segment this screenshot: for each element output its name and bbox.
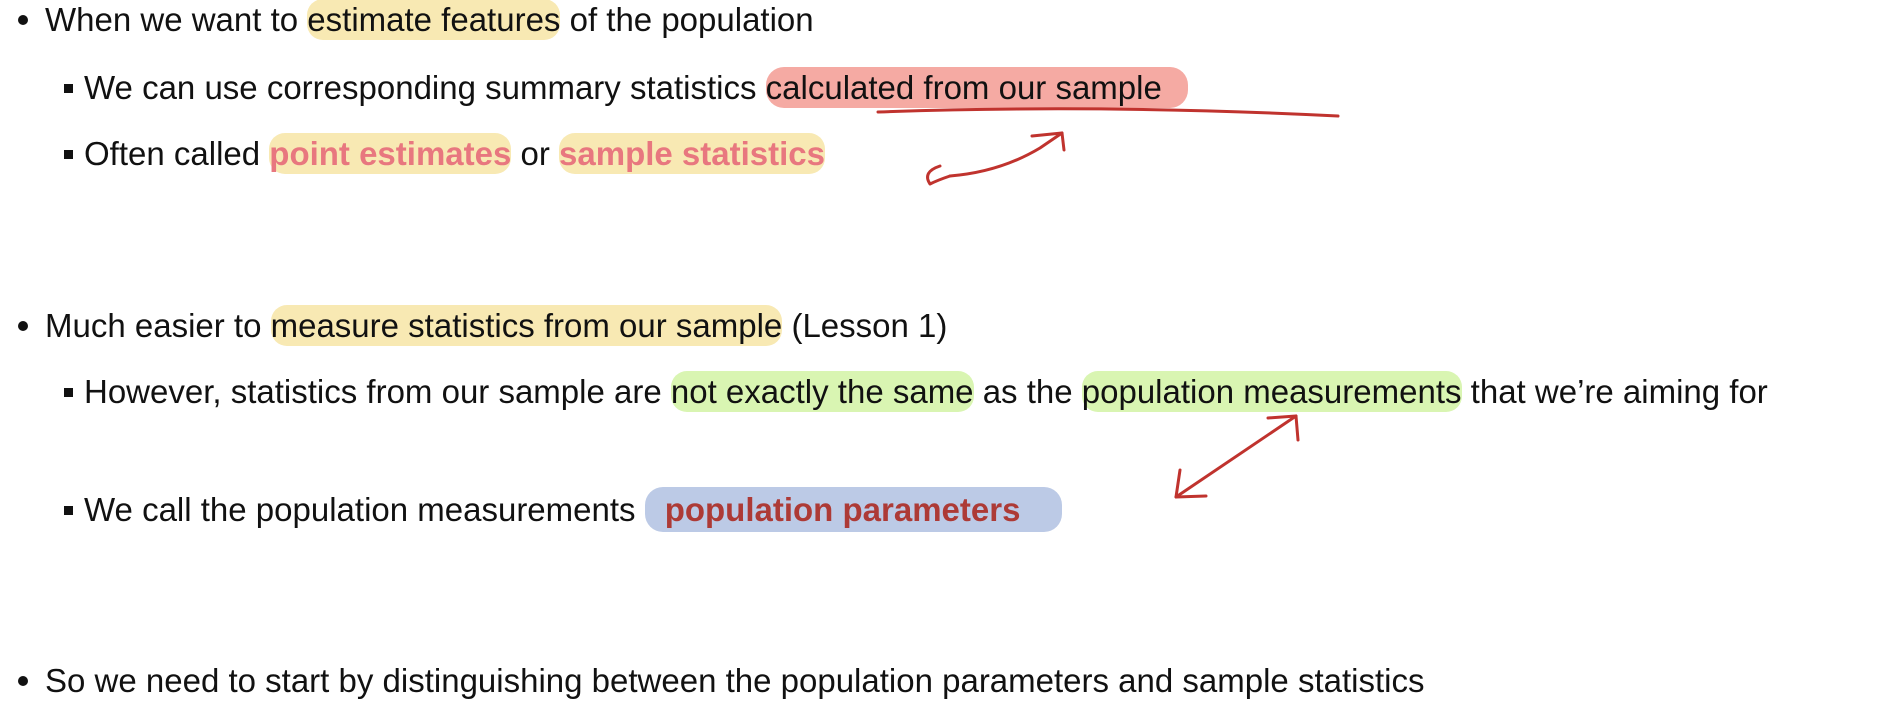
arrowhead [1266, 414, 1300, 442]
text: Much easier to [45, 307, 271, 344]
text: Often called [84, 135, 270, 172]
highlight: sample statistics [559, 133, 825, 174]
sub-bullet: However, statistics from our sample are … [64, 366, 1874, 418]
text: (Lesson 1) [782, 307, 948, 344]
text: However, statistics from our sample are [84, 373, 671, 410]
highlight: population parameters [644, 487, 1063, 532]
text: of the population [560, 1, 814, 38]
highlight: measure statistics from our sample [270, 305, 783, 346]
highlight: population measurements [1081, 371, 1462, 412]
text: that we’re aiming for [1461, 373, 1768, 410]
text: or [511, 135, 560, 172]
bullet: So we need to start by distinguishing be… [18, 655, 1865, 707]
bullet: Much easier to measure statistics from o… [18, 300, 1865, 352]
highlight: not exactly the same [670, 371, 974, 412]
sub-bullet: We can use corresponding summary statist… [64, 62, 1874, 114]
text: So we need to start by distinguishing be… [45, 662, 1425, 699]
text: as the [973, 373, 1082, 410]
text: We can use corresponding summary statist… [84, 69, 766, 106]
sub-bullet: We call the population measurements popu… [64, 484, 1874, 536]
text: We call the population measurements [84, 491, 645, 528]
highlight: point estimates [269, 133, 512, 174]
bullet: When we want to estimate features of the… [18, 0, 1865, 46]
highlight: estimate features [307, 0, 561, 40]
sub-bullet: Often called point estimates or sample s… [64, 128, 1874, 180]
text: When we want to [45, 1, 308, 38]
highlight: calculated from our sample [765, 67, 1188, 108]
